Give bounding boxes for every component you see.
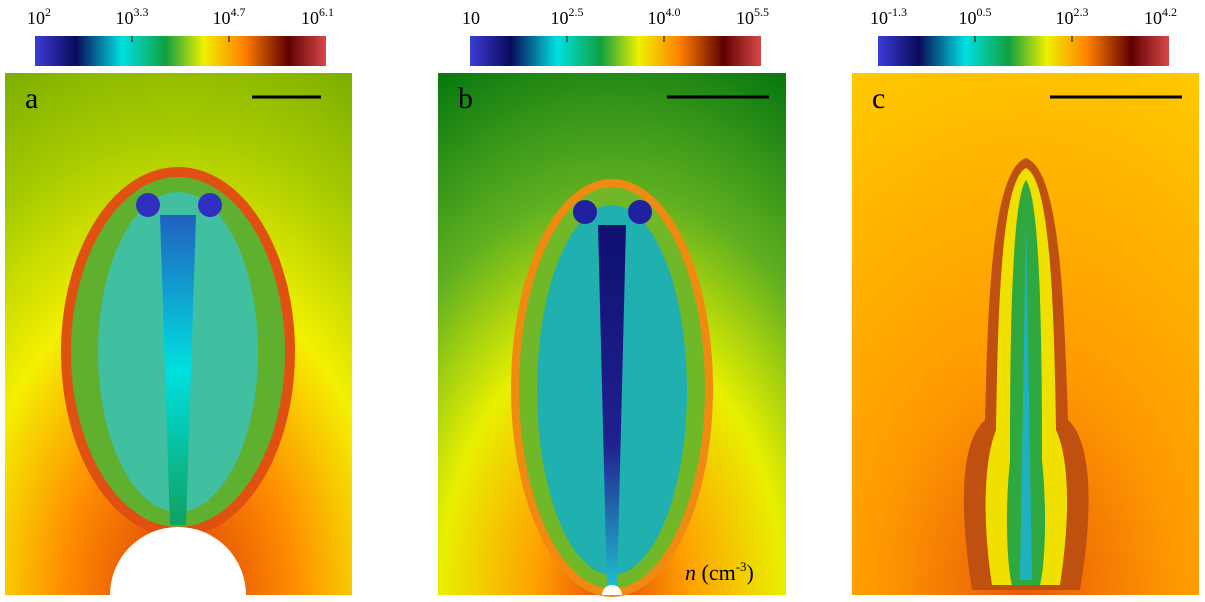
tick-exp: 5.5 (754, 5, 769, 19)
tick-exp: 2.5 (569, 5, 584, 19)
tick-base: 10 (301, 8, 319, 28)
tick-base: 10 (213, 8, 231, 28)
tick-exp: 0.5 (977, 5, 992, 19)
panel-label: c (872, 82, 885, 115)
colorbar-tick-label: 10-1.3 (870, 5, 907, 28)
unit-part: -3 (736, 559, 747, 574)
tick-exp: 3.3 (134, 5, 149, 19)
colorbar-tick-label: 106.1 (301, 5, 334, 28)
tick-exp: 4.0 (666, 5, 681, 19)
tick-exp: 2 (45, 5, 51, 19)
colorbar-tick-label: 100.5 (959, 5, 992, 28)
tick-exp: 4.7 (231, 5, 246, 19)
colorbar (35, 36, 326, 66)
panel-c-image (852, 73, 1199, 595)
panel-b-image (438, 73, 786, 597)
panel-a-image (5, 73, 352, 595)
colorbar-tick-label: 10 (462, 8, 480, 28)
colorbar-tick-label: 104.2 (1144, 5, 1177, 28)
tick-base: 10 (551, 8, 569, 28)
tick-base: 10 (736, 8, 754, 28)
colorbar-tick-label: 102 (27, 5, 51, 28)
colorbar-tick-label: 103.3 (116, 5, 149, 28)
tick-exp: 6.1 (319, 5, 334, 19)
colorbar (470, 36, 761, 66)
tick-base: 10 (27, 8, 45, 28)
panel-label: a (25, 82, 38, 115)
tick-exp: 2.3 (1074, 5, 1089, 19)
colorbar-tick-label: 105.5 (736, 5, 769, 28)
unit-part: n (685, 560, 696, 585)
tick-exp: 4.2 (1162, 5, 1177, 19)
colorbar-tick-label: 102.3 (1056, 5, 1089, 28)
colorbar-tick-label: 102.5 (551, 5, 584, 28)
colorbar-tick-label: 104.0 (648, 5, 681, 28)
tick-base: 10 (1144, 8, 1162, 28)
unit-part: ) (747, 560, 754, 585)
colorbar-tick-label: 104.7 (213, 5, 246, 28)
unit-label: n (cm-3) (685, 559, 754, 585)
tick-base: 10 (1056, 8, 1074, 28)
tick-base: 10 (116, 8, 134, 28)
tick-base: 10 (870, 8, 888, 28)
tick-exp: -1.3 (888, 5, 907, 19)
unit-part: (cm (702, 560, 736, 585)
panel-label: b (458, 82, 473, 115)
tick-base: 10 (959, 8, 977, 28)
tick-base: 10 (462, 8, 480, 28)
tick-base: 10 (648, 8, 666, 28)
colorbar (878, 36, 1169, 66)
